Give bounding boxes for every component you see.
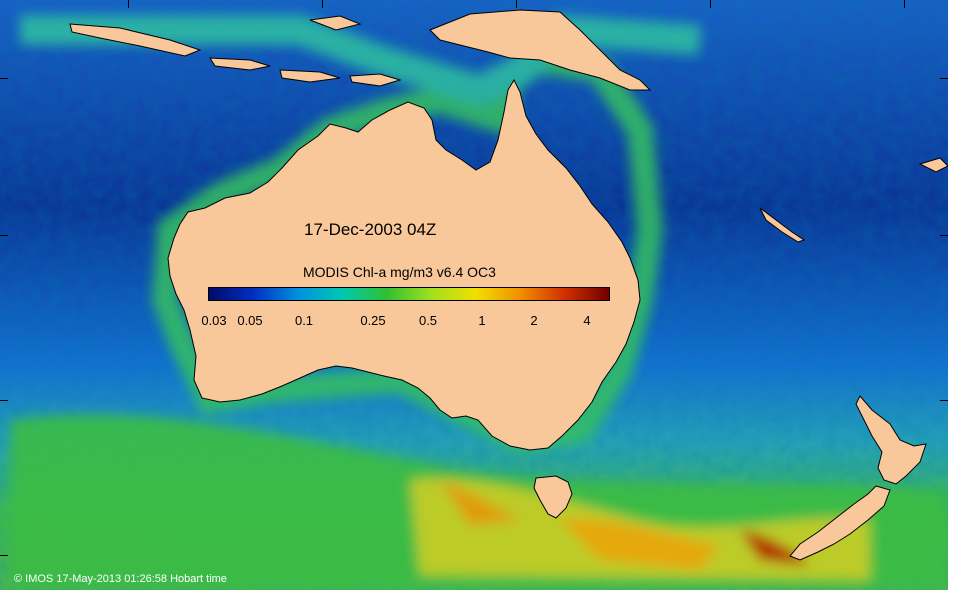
colorbar-tick-label: 0.1 <box>294 313 314 328</box>
legend-title: MODIS Chl-a mg/m3 v6.4 OC3 <box>303 264 496 280</box>
colorbar-tick-label: 4 <box>583 313 591 328</box>
colorbar-tick-label: 0.25 <box>360 313 386 328</box>
new-zealand-south <box>789 485 891 561</box>
graticule-tick <box>940 78 948 79</box>
colorbar-tick-label: 0.5 <box>418 313 438 328</box>
graticule-tick <box>128 0 129 8</box>
graticule-tick <box>0 78 8 79</box>
graticule-tick <box>0 235 8 236</box>
graticule-tick <box>0 555 8 556</box>
new-zealand-north <box>855 395 927 485</box>
southern-bloom <box>10 414 948 590</box>
graticule-tick <box>940 235 948 236</box>
graticule-tick <box>516 0 517 8</box>
indonesia-islands <box>69 15 402 87</box>
colorbar-tick-label: 0.05 <box>237 313 263 328</box>
colorbar-tick-label: 0.03 <box>201 313 227 328</box>
new-caledonia <box>759 207 806 243</box>
tasmania <box>533 475 573 519</box>
new-guinea <box>429 9 652 91</box>
date-label: 17-Dec-2003 04Z <box>304 220 437 239</box>
graticule-tick <box>710 0 711 8</box>
copyright-credit: © IMOS 17-May-2013 01:26:58 Hobart time <box>14 573 227 585</box>
graticule-tick <box>904 0 905 8</box>
graticule-tick <box>322 0 323 8</box>
colorbar <box>208 287 610 301</box>
graticule-tick <box>940 400 948 401</box>
graticule-tick <box>0 400 8 401</box>
australia-landmass <box>167 78 641 451</box>
colorbar-tick-label: 2 <box>530 313 538 328</box>
colorbar-tick-label: 1 <box>478 313 486 328</box>
